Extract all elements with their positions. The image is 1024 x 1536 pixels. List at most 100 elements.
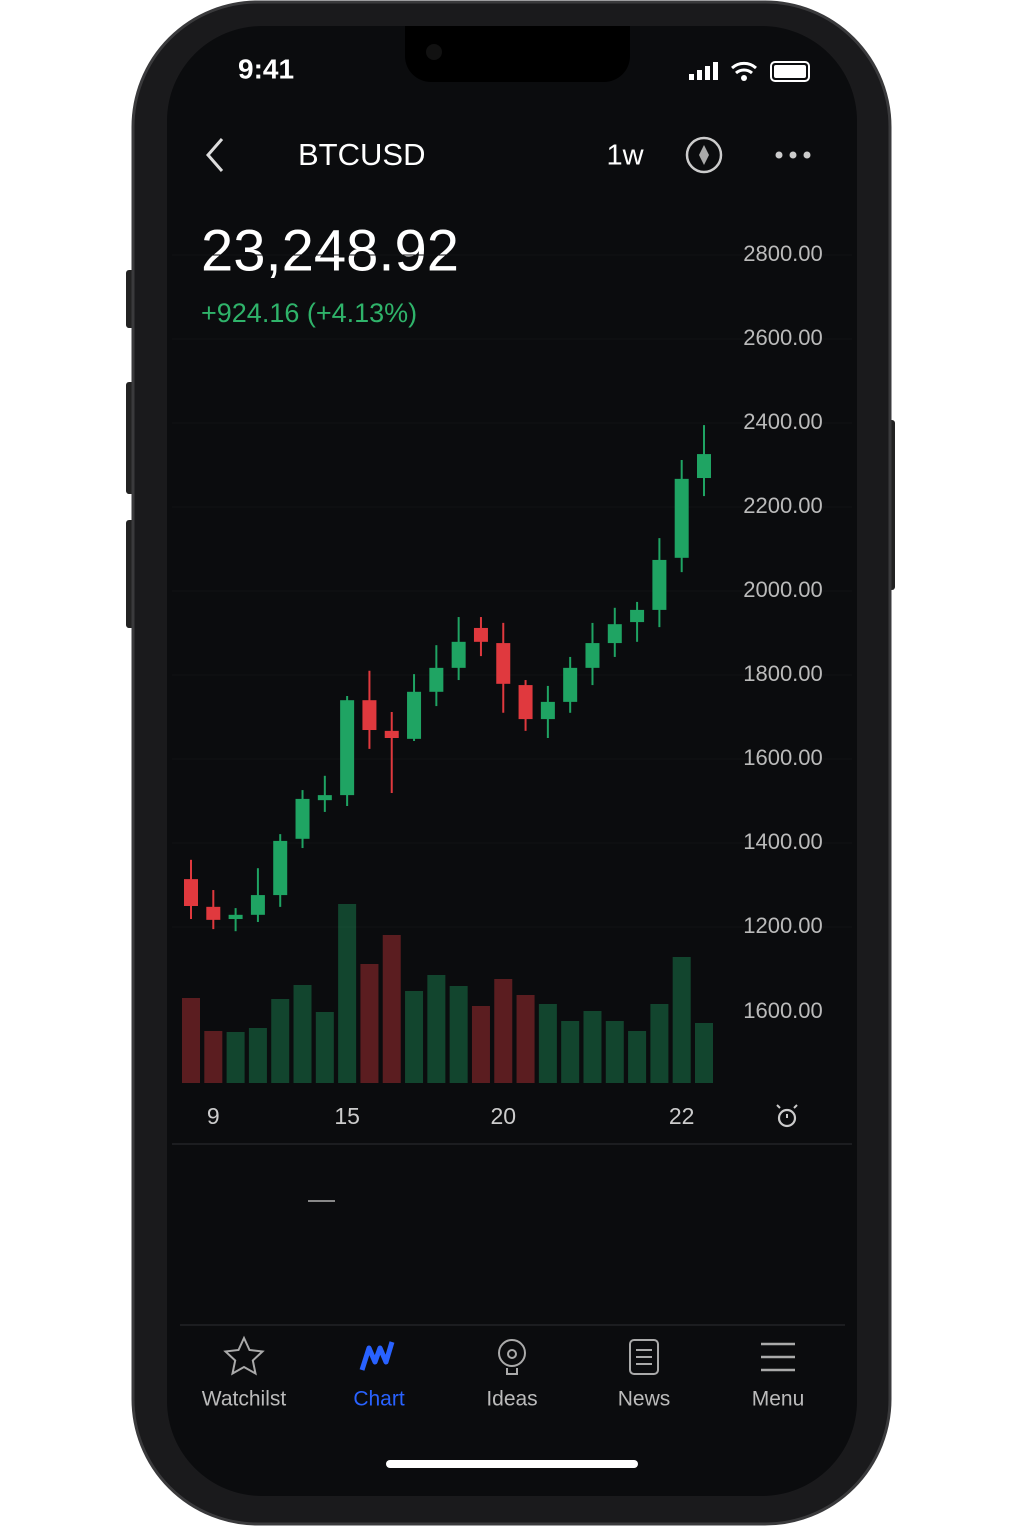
battery-level [774, 65, 806, 78]
tab-label[interactable]: Watchilst [202, 1388, 287, 1411]
volume-axis-label: 1600.00 [743, 998, 823, 1023]
candle-body [518, 685, 533, 720]
interval[interactable]: 1w [606, 140, 644, 172]
signal-icon [689, 62, 718, 80]
volume-bar [561, 1021, 580, 1083]
candle-body [250, 895, 265, 915]
volume-bar [248, 1028, 267, 1083]
candle-body [384, 730, 399, 738]
candle-body [429, 667, 444, 692]
volume-bar [315, 1012, 334, 1083]
candle-body [228, 914, 243, 920]
tab-icon-part [629, 1339, 659, 1375]
y-tick-label: 1800.00 [743, 661, 823, 686]
indicator-button[interactable] [685, 136, 723, 174]
candle-body [496, 643, 511, 684]
tab-label[interactable]: Menu [752, 1388, 805, 1411]
tab-label[interactable]: Ideas [486, 1388, 537, 1411]
display [167, 26, 857, 1496]
y-tick-label: 1400.00 [743, 829, 823, 854]
tab-icon-part [761, 1342, 795, 1372]
y-tick-label: 1200.00 [743, 913, 823, 938]
candle-body [295, 798, 310, 839]
volume-bar [338, 904, 357, 1083]
volume-bar [204, 1031, 223, 1083]
candle-body [652, 559, 667, 610]
y-tick-label: 2600.00 [743, 325, 823, 350]
home-indicator [386, 1460, 638, 1468]
candle-body [273, 840, 288, 896]
candle-body [540, 701, 555, 720]
volume-bar [449, 986, 468, 1083]
tab-icon-part [507, 1349, 517, 1359]
volume-bar [427, 975, 446, 1083]
candle-body [697, 454, 711, 479]
y-tick-label: 2800.00 [743, 241, 823, 266]
y-tick-label: 2200.00 [743, 493, 823, 518]
candle-body [407, 691, 422, 739]
notch [405, 26, 630, 82]
candle-body [362, 700, 377, 731]
volume-bar [538, 1004, 557, 1083]
volume-bar [650, 1004, 669, 1083]
volume-bar [182, 998, 200, 1083]
price-change: +924.16 (+4.13%) [201, 298, 417, 328]
y-tick-label: 1600.00 [743, 745, 823, 770]
volume-bar [494, 979, 513, 1083]
chart: 1200.00 1400.00 1600.00 1800.00 2000.00 2200.… [172, 241, 852, 1129]
indicator-glyph [699, 145, 709, 165]
back-button[interactable] [206, 138, 224, 172]
volume-bar [405, 991, 424, 1083]
volume-bar [672, 957, 691, 1083]
volume-bar [226, 1032, 245, 1083]
volume-bar [271, 999, 290, 1083]
volume-bar [583, 1011, 602, 1083]
status-time: 9:41 [238, 53, 294, 84]
tab-icon-part [498, 1339, 526, 1367]
candle-body [674, 478, 689, 558]
tab-icon-part [636, 1349, 652, 1365]
candle-body [473, 627, 488, 642]
candle-body [317, 795, 332, 801]
tab-icon-part [506, 1368, 518, 1375]
candle-body [340, 700, 355, 796]
tab-bar: Watchilst Chart Ideas News Menu [202, 1335, 805, 1411]
volume-bar [471, 1006, 490, 1083]
battery-icon [770, 61, 810, 82]
tab-icon[interactable] [359, 1341, 395, 1371]
x-tick-label: 20 [490, 1103, 516, 1129]
volume-bar [605, 1021, 624, 1083]
candle-body [451, 641, 466, 668]
volume-bar [695, 1023, 713, 1083]
symbol[interactable]: BTCUSD [298, 137, 425, 172]
tab-icon[interactable] [629, 1339, 659, 1375]
volume-bar [516, 995, 535, 1083]
volume-bar [360, 964, 379, 1083]
price: 23,248.92 [201, 218, 459, 283]
candle-body [184, 879, 198, 906]
y-tick-label: 2400.00 [743, 409, 823, 434]
tab-icon[interactable] [498, 1339, 526, 1375]
volume-bar [382, 935, 401, 1083]
wifi-dot [741, 75, 747, 81]
candle-body [585, 643, 600, 668]
candle-body [607, 624, 622, 644]
candle-body [630, 609, 645, 623]
tab-icon-part [223, 1335, 265, 1376]
tab-label[interactable]: Chart [353, 1388, 405, 1411]
camera [426, 44, 442, 60]
time-icon[interactable] [777, 1108, 797, 1128]
time-icon-detail [776, 1104, 798, 1118]
x-tick-label: 9 [207, 1103, 220, 1129]
tab-icon[interactable] [223, 1335, 265, 1376]
wifi-icon [731, 61, 757, 75]
tab-icon[interactable] [761, 1342, 795, 1372]
tab-icon-part [359, 1341, 395, 1371]
volume-bar [293, 985, 312, 1083]
candle-body [563, 667, 578, 702]
y-tick-label: 2000.00 [743, 577, 823, 602]
tab-label[interactable]: News [618, 1388, 671, 1411]
candle-body [206, 906, 221, 920]
more-button[interactable] [775, 151, 811, 159]
